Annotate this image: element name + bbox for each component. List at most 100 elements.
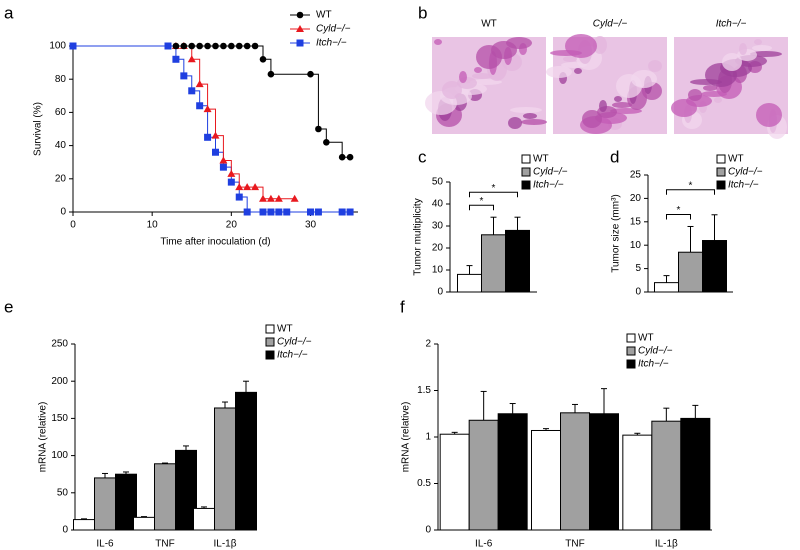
- tissue-blob: [459, 71, 467, 83]
- legend-label: Itch−/−: [277, 350, 308, 361]
- bar: [622, 434, 653, 531]
- significance-star: *: [480, 196, 484, 207]
- tissue-blob: [474, 67, 482, 73]
- marker: [235, 183, 244, 191]
- x-tick-label: TNF: [565, 539, 584, 550]
- tissue-blob: [612, 102, 632, 108]
- x-tick-label: 0: [70, 220, 76, 231]
- bar: [94, 477, 116, 531]
- legend-label: Cyld−/−: [638, 346, 673, 357]
- significance-bracket: [666, 213, 691, 220]
- tissue-blob: [442, 81, 462, 99]
- bar: [154, 463, 176, 531]
- tissue-blob: [582, 110, 602, 128]
- bar: [468, 419, 499, 531]
- marker: [338, 208, 346, 216]
- x-tick-label: IL-1β: [214, 539, 237, 550]
- tissue-blob: [599, 100, 607, 112]
- tissue-blob: [614, 96, 622, 102]
- marker: [227, 178, 235, 186]
- step-segment: [231, 173, 240, 188]
- image-label: Itch−/−: [716, 19, 747, 30]
- tissue-blob: [574, 68, 582, 74]
- legend-label: Itch−/−: [728, 180, 759, 191]
- y-tick-label: 40: [432, 199, 444, 210]
- bar: [175, 449, 197, 531]
- marker: [307, 70, 314, 78]
- panel-label: a: [4, 3, 14, 22]
- image-label: WT: [481, 19, 497, 30]
- bar: [73, 519, 95, 531]
- legend-label: WT: [316, 10, 332, 21]
- x-tick-label: 10: [147, 220, 159, 231]
- marker: [267, 70, 275, 78]
- marker: [243, 42, 251, 50]
- y-tick-label: 0: [437, 287, 443, 298]
- tissue-blob: [521, 119, 547, 125]
- legend-swatch: [521, 180, 531, 190]
- tissue-blob: [690, 79, 722, 85]
- bar: [654, 282, 679, 293]
- marker: [243, 208, 251, 216]
- marker: [204, 133, 212, 141]
- significance-star: *: [677, 205, 681, 216]
- marker: [180, 42, 188, 50]
- legend-label: Itch−/−: [638, 359, 669, 370]
- y-axis-label: Survival (%): [33, 102, 44, 156]
- marker: [220, 42, 227, 50]
- marker: [196, 102, 204, 110]
- step-segment: [326, 141, 343, 158]
- marker: [307, 208, 314, 216]
- y-tick-label: 50: [57, 487, 69, 498]
- marker: [204, 42, 211, 50]
- step-segment: [199, 83, 209, 110]
- tissue-blob: [434, 39, 442, 45]
- y-tick-label: 50: [432, 177, 444, 188]
- legend-swatch: [716, 154, 726, 164]
- x-tick-label: 30: [305, 220, 317, 231]
- image-label: Cyld−/−: [593, 19, 628, 30]
- marker: [172, 42, 180, 50]
- marker: [219, 156, 228, 164]
- y-tick-label: 60: [55, 107, 67, 118]
- y-tick-label: 0.5: [417, 478, 431, 489]
- tissue-blob: [739, 43, 747, 55]
- bar: [560, 412, 590, 531]
- y-axis-label: Tumor multiplicity: [413, 198, 424, 275]
- marker: [212, 42, 219, 50]
- panel-label: b: [418, 3, 427, 22]
- legend-swatch: [716, 180, 726, 190]
- marker: [180, 72, 188, 80]
- marker: [283, 208, 291, 216]
- legend-swatch: [626, 359, 636, 369]
- marker: [235, 42, 243, 50]
- bar: [115, 473, 137, 531]
- marker: [211, 131, 220, 139]
- marker: [259, 208, 267, 216]
- marker: [346, 153, 354, 161]
- y-tick-label: 0: [635, 287, 641, 298]
- significance-star: *: [492, 183, 496, 194]
- y-tick-label: 25: [630, 170, 642, 181]
- bar: [439, 433, 470, 531]
- bar: [193, 507, 215, 531]
- legend-swatch: [521, 154, 531, 164]
- marker: [188, 87, 196, 95]
- marker: [243, 183, 252, 191]
- marker: [228, 42, 235, 50]
- marker: [251, 42, 259, 50]
- marker: [259, 55, 267, 63]
- tissue-blob: [616, 74, 642, 98]
- tissue-blob: [508, 117, 522, 129]
- marker: [227, 169, 236, 177]
- marker: [267, 208, 275, 216]
- y-tick-label: 15: [630, 216, 642, 227]
- marker: [203, 105, 212, 113]
- y-tick-label: 10: [630, 240, 642, 251]
- marker: [164, 42, 172, 50]
- y-tick-label: 1: [425, 432, 431, 443]
- tissue-blob: [476, 45, 502, 69]
- y-tick-label: 30: [432, 221, 444, 232]
- marker: [69, 42, 77, 50]
- y-tick-label: 100: [51, 450, 68, 461]
